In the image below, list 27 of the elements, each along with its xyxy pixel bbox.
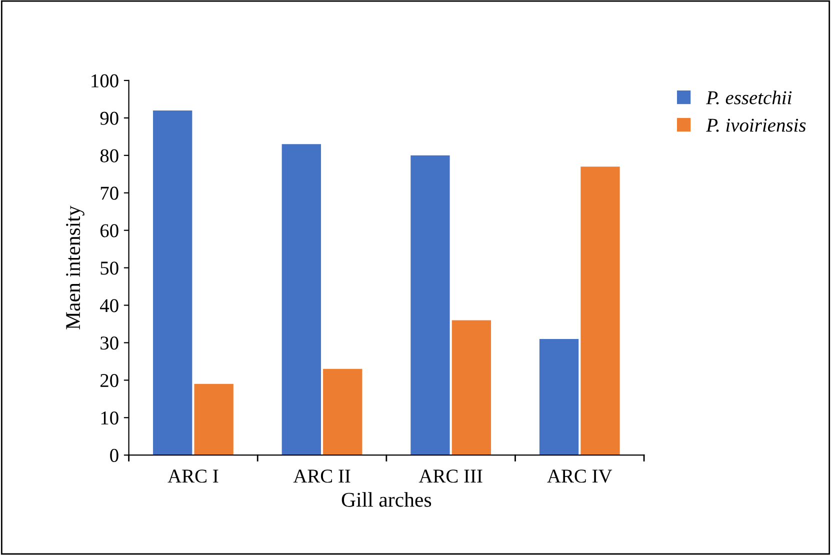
y-tick-label: 90 (100, 112, 118, 125)
x-tick-label: ARC IV (547, 470, 612, 483)
bar (410, 155, 450, 456)
y-tick-label: 20 (100, 374, 118, 388)
y-tick-label: 100 (92, 74, 118, 88)
x-tick-label: ARC II (293, 470, 350, 483)
bar (282, 144, 321, 456)
y-tick-label: 0 (110, 448, 118, 462)
y-tick-label: 40 (100, 299, 118, 312)
y-tick-label: 60 (100, 224, 118, 238)
y-tick-label: 80 (100, 149, 118, 162)
bar (580, 166, 620, 456)
bar (323, 368, 362, 456)
x-tick-label: ARC III (418, 470, 482, 483)
bar (539, 338, 579, 456)
y-tick-label: 70 (100, 186, 118, 200)
bar (194, 384, 234, 456)
y-tick-label: 30 (100, 336, 118, 350)
y-tick-label: 50 (100, 262, 118, 275)
legend-label: P. essetchii (706, 90, 792, 104)
y-axis-title: Maen intensity (66, 206, 84, 330)
legend-label: P. ivoiriensis (706, 118, 806, 132)
x-tick-label: ARC I (168, 470, 218, 483)
x-axis-title: Gill arches (342, 492, 432, 507)
y-tick-label: 10 (101, 411, 118, 425)
bar (153, 110, 192, 456)
bar (452, 320, 492, 456)
